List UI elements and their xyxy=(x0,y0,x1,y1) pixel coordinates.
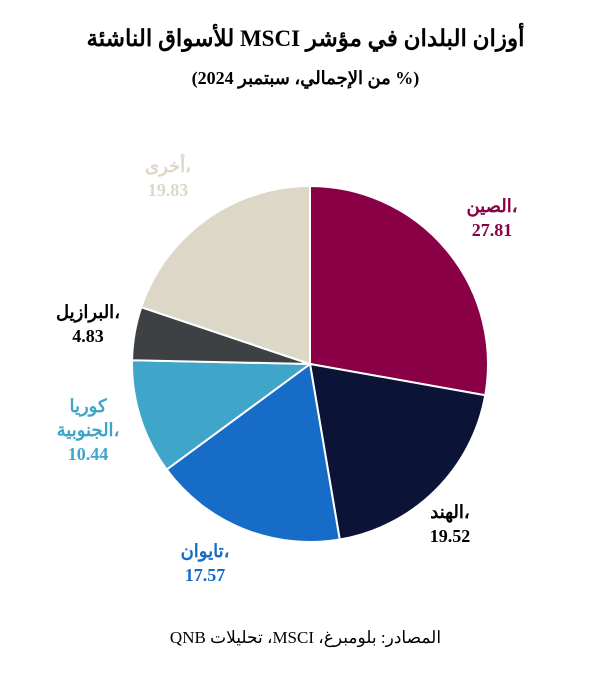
slice-name-3: كوريا xyxy=(69,396,106,417)
slice-name-3: الجنوبية، xyxy=(57,420,120,441)
slice-value-3: 10.44 xyxy=(68,444,109,464)
source-note: المصادر: بلومبرغ، MSCI، تحليلات QNB xyxy=(169,628,442,647)
slice-label-1: الهند، 19.52 xyxy=(430,502,471,546)
slice-label-5: أخرى، 19.83 xyxy=(145,154,191,200)
pie-slice-2 xyxy=(165,362,341,543)
slice-name-4: البرازيل، xyxy=(56,302,120,323)
slice-label-3: كوريا الجنوبية، 10.44 xyxy=(57,396,120,464)
slice-label-0: الصين، 27.81 xyxy=(466,196,517,240)
pie-slice-5 xyxy=(140,184,311,366)
slice-value-0: 27.81 xyxy=(472,220,513,240)
slice-label-4: البرازيل، 4.83 xyxy=(56,302,120,346)
slice-value-2: 17.57 xyxy=(185,565,226,585)
chart-title: أوزان البلدان في مؤشر MSCI للأسواق الناش… xyxy=(86,26,525,51)
slice-name-2: تايوان، xyxy=(181,541,230,562)
chart-subtitle: (% من الإجمالي، سبتمبر 2024) xyxy=(191,68,420,88)
slice-label-2: تايوان، 17.57 xyxy=(181,541,230,585)
pie-slice-1 xyxy=(308,362,487,541)
pie-labels: الصين، 27.81 الهند، 19.52 تايوان، 17.57 كوريا ا… xyxy=(56,154,518,585)
slice-name-0: الصين، xyxy=(466,196,517,217)
pie-slices xyxy=(131,184,489,543)
slice-name-5: أخرى، xyxy=(145,154,191,177)
slice-name-1: الهند، xyxy=(430,502,469,523)
pie-slice-3 xyxy=(131,359,313,471)
slice-value-4: 4.83 xyxy=(72,326,104,346)
slice-value-5: 19.83 xyxy=(148,180,189,200)
pie-slice-0 xyxy=(309,184,489,397)
slice-value-1: 19.52 xyxy=(430,526,471,546)
